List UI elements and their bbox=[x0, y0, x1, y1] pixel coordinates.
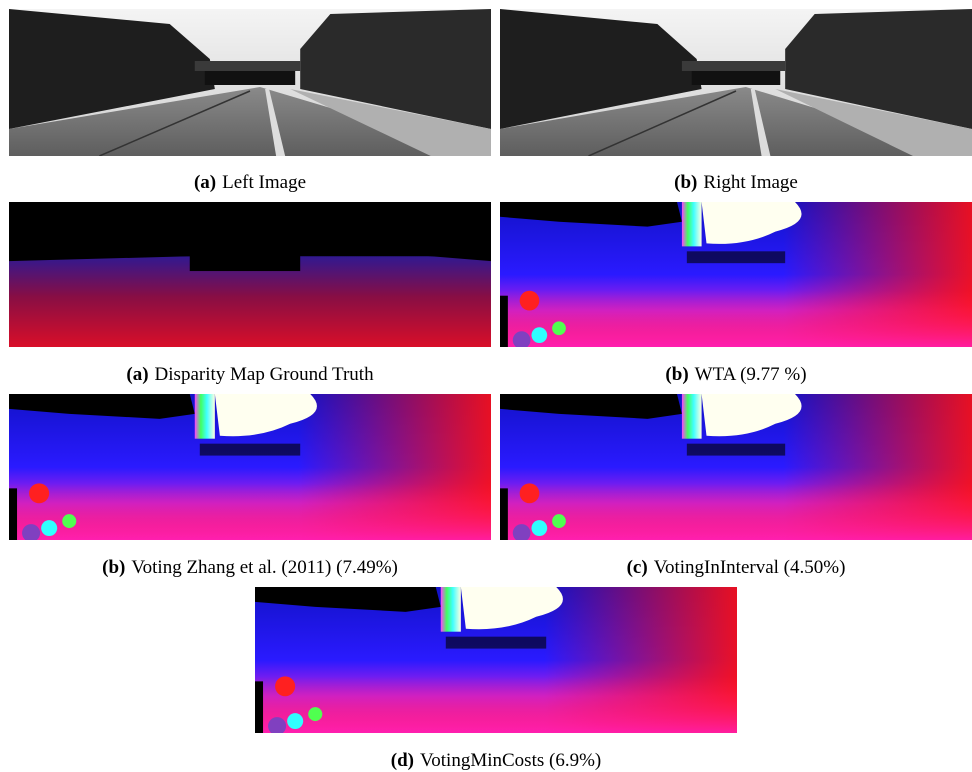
caption-label: (b) bbox=[102, 557, 125, 578]
caption-label: (a) bbox=[194, 172, 216, 193]
right-image bbox=[500, 9, 972, 156]
caption-text: Left Image bbox=[222, 172, 306, 193]
voting-min-costs-image bbox=[255, 587, 737, 733]
caption-label: (b) bbox=[674, 172, 697, 193]
caption: (b) Right Image bbox=[500, 172, 972, 194]
caption: (b) Voting Zhang et al. (2011) (7.49%) bbox=[9, 557, 491, 579]
caption-text: Voting Zhang et al. (2011) (7.49%) bbox=[131, 557, 397, 578]
caption-text: VotingInInterval (4.50%) bbox=[654, 557, 846, 578]
caption-text: Disparity Map Ground Truth bbox=[155, 364, 374, 385]
wta-image bbox=[500, 202, 972, 347]
caption: (c) VotingInInterval (4.50%) bbox=[500, 557, 972, 579]
voting-image bbox=[9, 394, 491, 540]
voting-interval-image bbox=[500, 394, 972, 540]
caption: (a) Left Image bbox=[9, 172, 491, 194]
caption-label: (a) bbox=[126, 364, 148, 385]
ground-truth-image bbox=[9, 202, 491, 347]
caption-text: Right Image bbox=[703, 172, 797, 193]
caption-label: (b) bbox=[665, 364, 688, 385]
caption: (b) WTA (9.77 %) bbox=[500, 364, 972, 386]
caption: (a) Disparity Map Ground Truth bbox=[9, 364, 491, 386]
caption-label: (d) bbox=[391, 750, 414, 771]
caption-text: VotingMinCosts (6.9%) bbox=[420, 750, 601, 771]
caption: (d) VotingMinCosts (6.9%) bbox=[255, 750, 737, 772]
figure-page: {"panels": [ {"label": "(a)", "caption":… bbox=[0, 0, 972, 772]
caption-label: (c) bbox=[627, 557, 648, 578]
left-image bbox=[9, 9, 491, 156]
caption-text: WTA (9.77 %) bbox=[695, 364, 807, 385]
